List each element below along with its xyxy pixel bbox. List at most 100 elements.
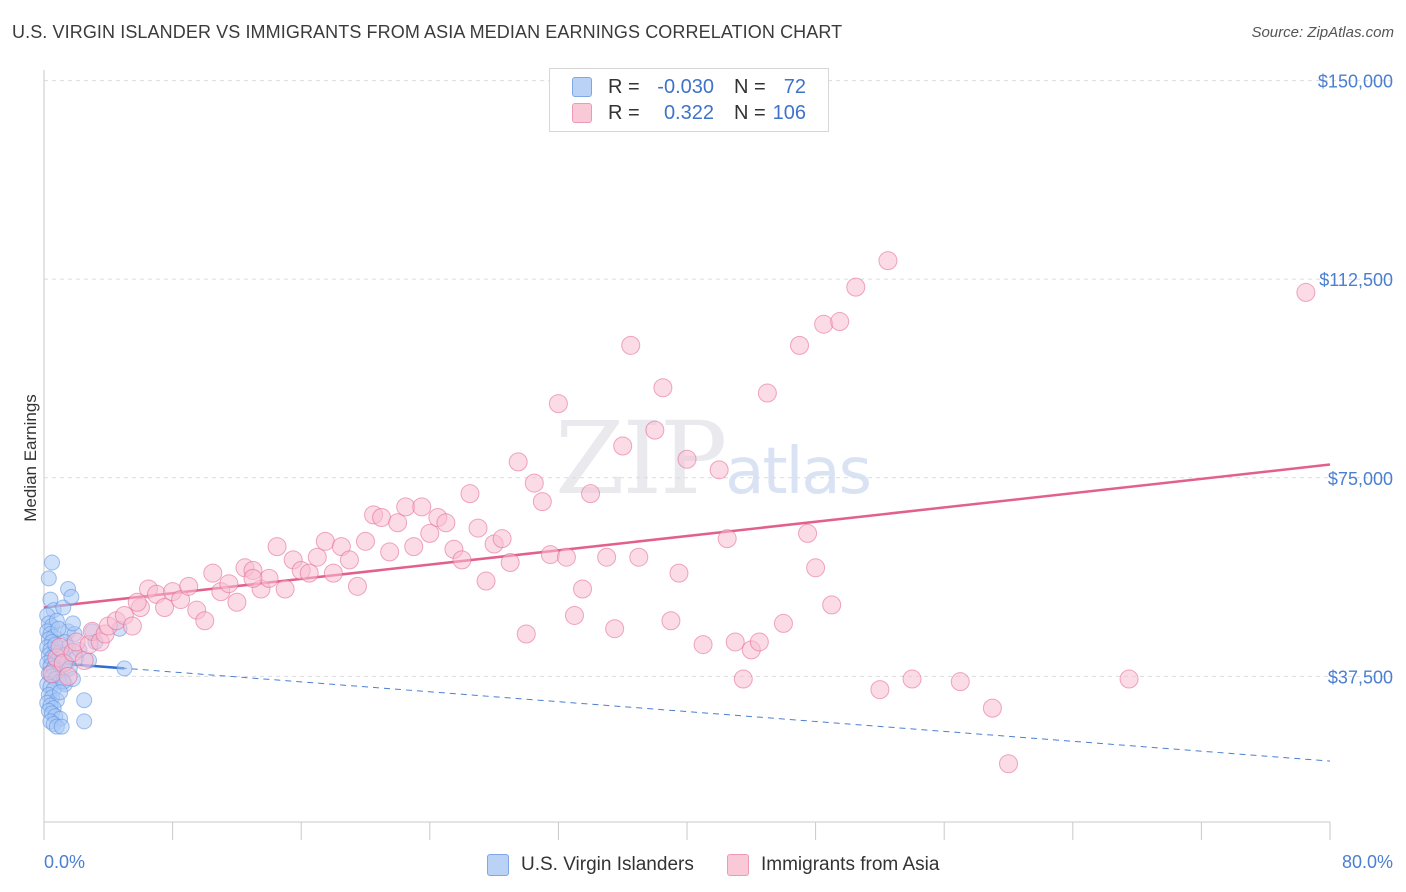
point-asia [950,672,970,692]
axis-labels: $37,500 $75,000 $112,500 $150,000 0.0% 80.0% M… [21,72,1393,872]
point-asia [540,545,560,565]
point-asia [846,277,866,297]
point-asia [58,666,78,686]
point-asia [773,613,793,633]
legend-row-virgin-islanders: R = -0.030 N = 72 [572,74,806,100]
point-asia [757,383,777,403]
chart-title: U.S. VIRGIN ISLANDER VS IMMIGRANTS FROM … [12,22,843,42]
point-asia [653,378,673,398]
point-asia [299,563,319,583]
point-asia [243,568,263,588]
point-asia [733,669,753,689]
legend-row-asia: R = 0.322 N = 106 [572,100,806,126]
point-asia [573,579,593,599]
point-asia [219,574,239,594]
point-asia [878,251,898,271]
point-asia [460,484,480,504]
y-tick-label: $37,500 [1328,667,1393,687]
point-asia [645,420,665,440]
point-asia [581,484,601,504]
x-tick-label-max: 80.0% [1342,852,1393,872]
point-asia [661,611,681,631]
point-asia [717,529,737,549]
point-asia [404,537,424,557]
point-asia [323,563,343,583]
point-asia [508,452,528,472]
point-asia [524,473,544,493]
point-asia [372,507,392,527]
trend-virgin-islanders-dashed [43,661,1331,762]
watermark-atlas: atlas [725,435,872,509]
point-asia [356,531,375,551]
r-value: 0.322 [663,101,714,124]
point-asia [790,335,810,355]
point-asia [203,563,223,583]
point-asia [436,513,456,533]
point-virgin-islanders [64,615,81,632]
point-asia [677,449,697,469]
y-axis-label: Median Earnings [21,394,40,522]
y-tick-label: $75,000 [1328,469,1393,489]
point-asia [380,542,400,562]
point-asia [597,547,617,567]
point-asia [749,632,769,652]
point-asia [548,394,568,414]
point-asia [556,547,576,567]
point-virgin-islanders [116,660,133,677]
gridlines [44,80,1395,677]
series-name: Immigrants from Asia [761,854,940,875]
point-asia [1296,282,1316,302]
point-asia [709,460,729,480]
y-tick-label: $150,000 [1318,72,1393,92]
point-asia [516,624,536,644]
legend-swatch-blue [572,77,592,97]
point-asia [902,669,922,689]
point-virgin-islanders [76,692,93,709]
point-asia [195,611,215,631]
r-label: R = [608,75,640,98]
point-asia [452,550,472,570]
point-asia [155,598,175,618]
point-virgin-islanders [76,713,93,730]
point-asia [982,698,1002,718]
series-legend-asia: Immigrants from Asia [727,852,939,878]
source-label: Source: ZipAtlas.com [1251,24,1394,41]
point-asia [669,563,689,583]
point-asia [830,312,850,332]
r-value: -0.030 [657,75,714,98]
point-asia [500,553,520,573]
data-points [39,251,1316,774]
point-asia [396,497,416,517]
point-asia [564,605,584,625]
point-asia [629,547,649,567]
n-label: N = [734,75,766,98]
point-asia [822,595,842,615]
point-virgin-islanders [52,684,69,701]
point-asia [307,547,327,567]
point-asia [420,523,440,543]
x-tick-label-min: 0.0% [44,852,85,872]
point-asia [347,576,367,596]
point-asia [798,523,818,543]
legend-swatch-pink [727,854,749,876]
legend-swatch-pink [572,103,592,123]
point-asia [127,592,147,612]
point-asia [74,650,94,670]
point-asia [388,513,408,533]
point-asia [227,592,247,612]
n-value: 72 [783,75,806,98]
point-asia [315,531,335,551]
point-asia [532,492,552,512]
y-tick-label: $112,500 [1319,270,1393,290]
point-asia [613,436,633,456]
point-asia [806,558,826,578]
point-virgin-islanders [63,588,80,605]
point-asia [492,529,512,549]
legend-swatch-blue [487,854,509,876]
point-asia [259,568,279,588]
point-virgin-islanders [40,570,57,587]
correlation-legend: R = -0.030 N = 72 R = 0.322 N = 106 [549,68,829,132]
point-asia [693,635,713,655]
point-asia [999,754,1018,774]
point-asia [267,537,287,557]
